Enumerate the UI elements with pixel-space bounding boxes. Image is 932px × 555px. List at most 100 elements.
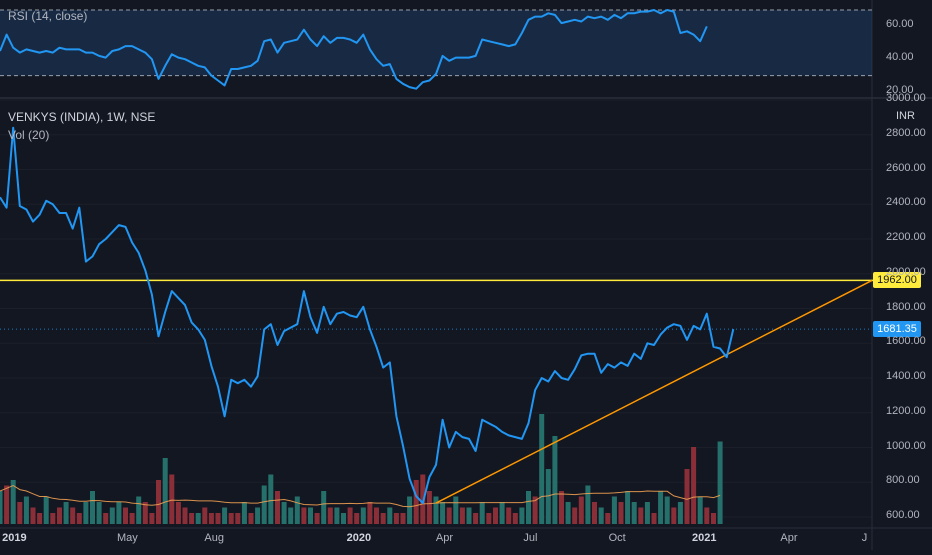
volume-bar	[288, 507, 294, 524]
volume-bar	[559, 491, 564, 524]
volume-bar	[96, 502, 102, 524]
price-tick-label: 2200.00	[886, 231, 926, 244]
rsi-pane[interactable]	[0, 9, 872, 90]
volume-bar	[189, 513, 195, 524]
volume-bar	[275, 491, 280, 524]
volume-bar	[136, 496, 142, 524]
volume-bar	[380, 513, 386, 524]
time-tick-label: 2020	[346, 532, 372, 544]
volume-bar	[407, 496, 413, 524]
volume-pane[interactable]	[0, 414, 723, 524]
volume-bar	[76, 513, 82, 524]
volume-bar	[526, 491, 531, 524]
price-tick-label: 1000.00	[886, 439, 926, 452]
price-tick-label: 1200.00	[886, 404, 926, 417]
volume-bar	[50, 513, 56, 524]
volume-bar	[499, 502, 505, 524]
volume-bar	[697, 496, 703, 524]
volume-bar	[704, 507, 710, 524]
rsi-tick-label: 60.00	[886, 18, 914, 31]
volume-bar	[717, 441, 723, 524]
rsi-legend[interactable]: RSI (14, close)	[8, 9, 88, 23]
time-tick-label: Jul	[523, 532, 538, 544]
volume-bar	[149, 513, 155, 524]
volume-bar	[241, 502, 247, 524]
volume-bar	[473, 513, 479, 524]
volume-bar	[142, 502, 148, 524]
volume-bar	[334, 507, 340, 524]
volume-bar	[129, 513, 135, 524]
volume-bar	[440, 502, 446, 524]
volume-bar	[4, 485, 10, 524]
volume-bar	[539, 414, 545, 524]
volume-bar	[321, 491, 327, 524]
volume-bar	[37, 513, 43, 524]
volume-bar	[631, 502, 637, 524]
last-price-badge: 1681.35	[873, 321, 921, 338]
price-tick-label: 800.00	[886, 474, 920, 487]
volume-bar	[691, 447, 697, 524]
rsi-line	[0, 9, 708, 90]
price-tick-label: 3000.00	[886, 92, 926, 104]
price-pane[interactable]	[0, 126, 873, 505]
time-tick-label: J	[861, 532, 868, 544]
volume-bar	[565, 502, 571, 524]
volume-bar	[83, 502, 89, 524]
volume-bar	[393, 513, 399, 524]
volume-bar	[486, 513, 492, 524]
volume-bar	[123, 507, 128, 524]
volume-bar	[341, 513, 346, 524]
volume-bar	[638, 507, 644, 524]
volume-bar	[618, 502, 624, 524]
volume-bar	[195, 513, 201, 524]
volume-bar	[175, 502, 181, 524]
volume-bar	[109, 507, 115, 524]
price-tick-label: 600.00	[886, 509, 920, 522]
volume-bar	[222, 507, 228, 524]
symbol-legend[interactable]: VENKYS (INDIA), 1W, NSE	[8, 110, 156, 124]
price-tick-label: 1400.00	[886, 370, 926, 383]
time-tick-label: May	[117, 532, 138, 544]
currency-label[interactable]: INR	[896, 110, 915, 122]
volume-bar	[23, 496, 29, 524]
volume-bar	[169, 474, 175, 524]
volume-bar	[578, 496, 584, 524]
volume-bar	[90, 491, 95, 524]
volume-bar	[453, 496, 459, 524]
volume-bar	[314, 513, 320, 524]
volume-bar	[684, 469, 690, 524]
volume-bar	[235, 513, 241, 524]
price-tick-label: 2600.00	[886, 161, 926, 174]
volume-bar	[532, 496, 538, 524]
volume-bar	[308, 507, 313, 524]
volume-bar	[677, 502, 683, 524]
volume-bar	[208, 513, 214, 524]
volume-bar	[116, 502, 122, 524]
time-tick-label: Apr	[435, 532, 454, 544]
volume-bar	[466, 507, 472, 524]
time-tick-label: Oct	[608, 532, 626, 544]
volume-bar	[103, 513, 109, 524]
price-tick-label: 1800.00	[886, 300, 926, 313]
volume-bar	[512, 513, 518, 524]
volume-bar	[17, 502, 23, 524]
volume-bar	[367, 502, 373, 524]
volume-bar	[327, 507, 333, 524]
volume-legend[interactable]: Vol (20)	[8, 128, 50, 142]
volume-bar	[387, 507, 393, 524]
volume-bar	[63, 502, 69, 524]
volume-bar	[347, 507, 353, 524]
volume-bar	[592, 502, 597, 524]
rsi-tick-label: 40.00	[886, 51, 914, 64]
volume-bar	[625, 491, 631, 524]
volume-bar	[70, 507, 76, 524]
volume-bar	[519, 507, 525, 524]
volume-bar	[374, 507, 379, 524]
volume-bar	[479, 502, 485, 524]
volume-ma-line	[0, 484, 721, 508]
price-tick-label: 2000.00	[886, 265, 926, 278]
volume-bar	[268, 474, 274, 524]
